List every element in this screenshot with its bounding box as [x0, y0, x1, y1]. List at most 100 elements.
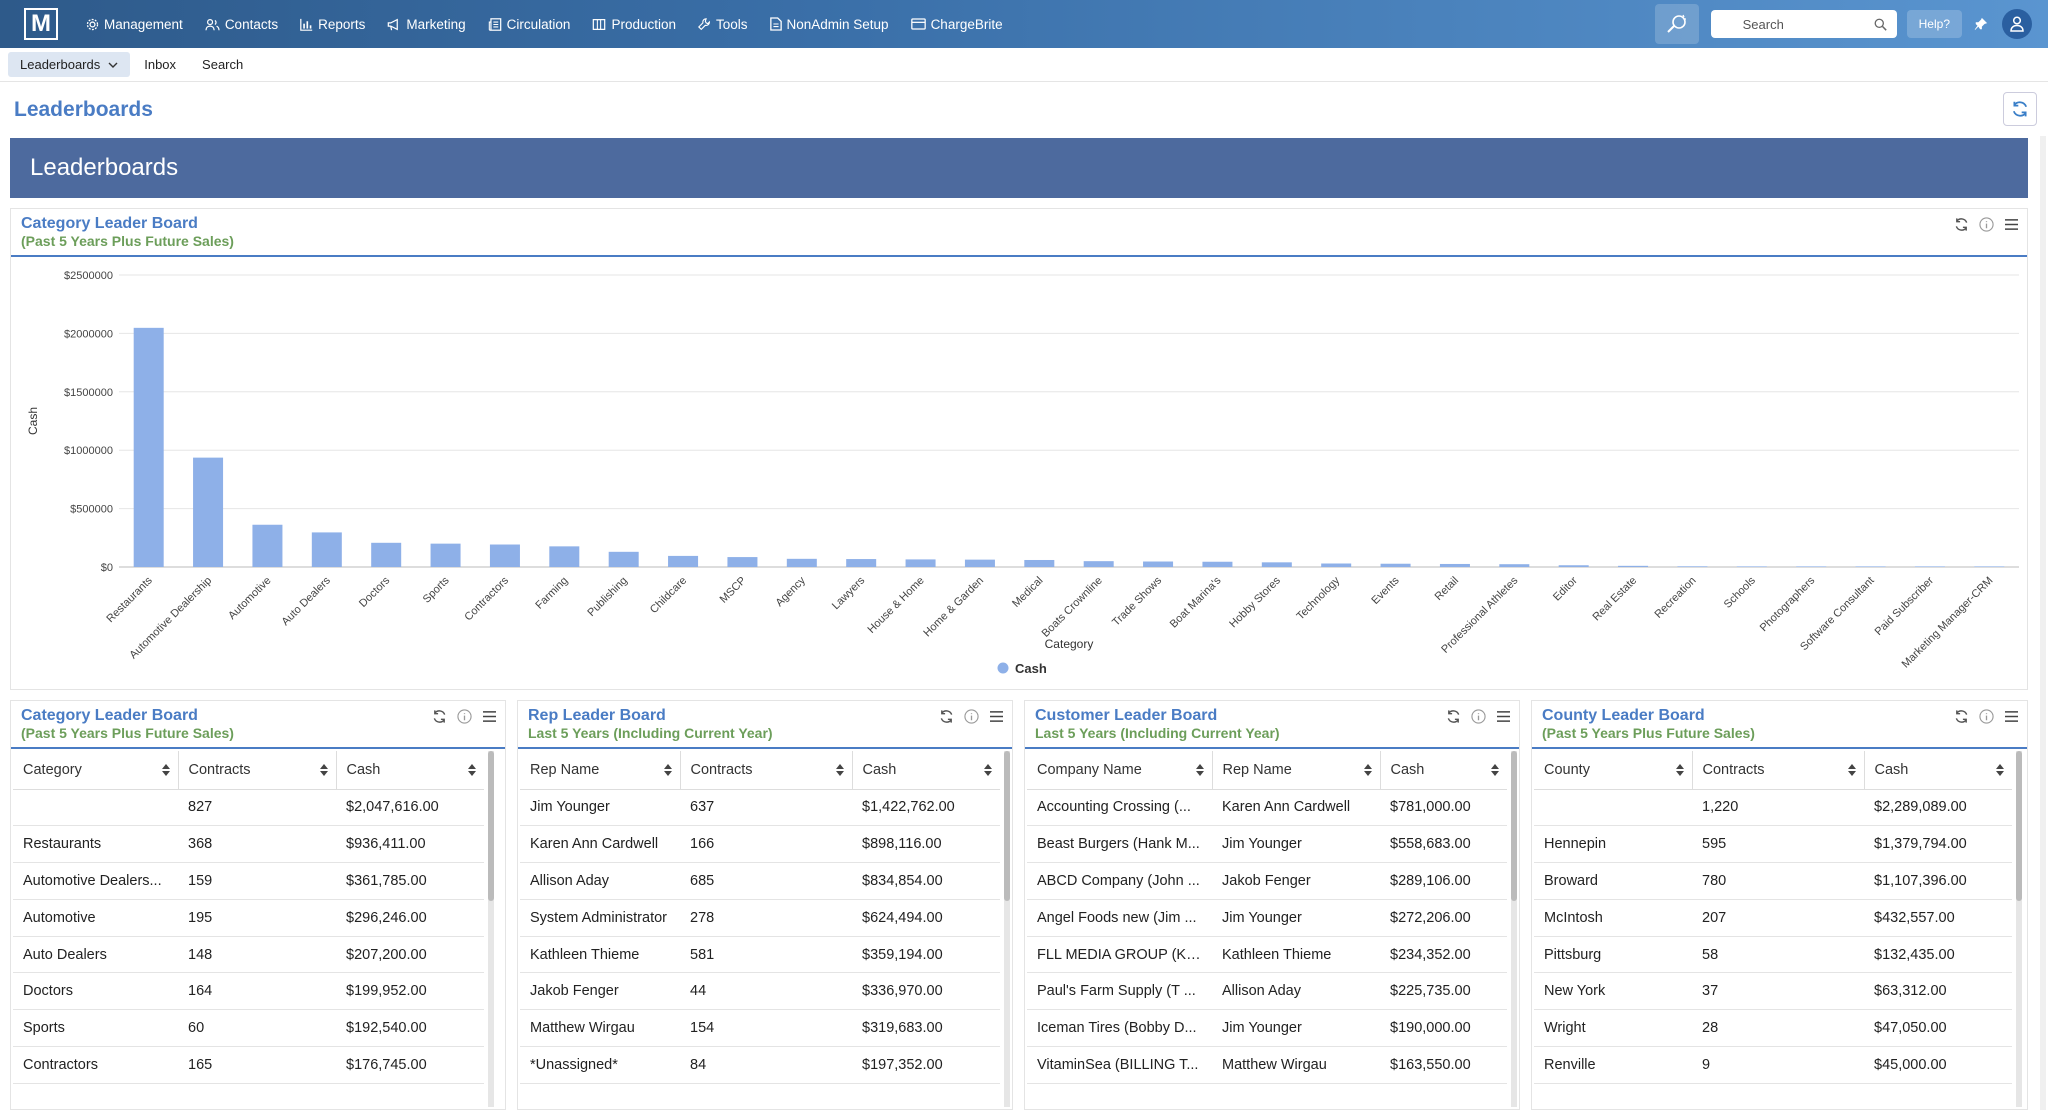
sort-icon[interactable] — [663, 764, 672, 776]
table-row[interactable]: Paul's Farm Supply (T ... Allison Aday $22… — [1027, 972, 1507, 1011]
table-scrollbar[interactable] — [1004, 751, 1010, 1107]
refresh-icon[interactable] — [1446, 709, 1461, 724]
table-row[interactable]: ABCD Company (John ... Jakob Fenger $289,1… — [1027, 862, 1507, 900]
column-header[interactable]: Rep Name — [1212, 751, 1381, 790]
sort-icon[interactable] — [1995, 764, 2004, 776]
info-icon[interactable] — [1979, 709, 1994, 724]
scrollbar-thumb[interactable] — [488, 751, 494, 901]
sort-icon[interactable] — [1195, 764, 1204, 776]
table-row[interactable]: Broward 780 $1,107,396.00 — [1534, 862, 2012, 900]
refresh-icon[interactable] — [1954, 709, 1969, 724]
table-row[interactable]: Jakob Fenger 44 $336,970.00 — [520, 972, 1000, 1011]
sort-icon[interactable] — [1847, 764, 1856, 776]
table-row[interactable]: Contractors 165 $176,745.00 — [13, 1046, 484, 1084]
table-row[interactable]: Accounting Crossing (... Karen Ann Cardwe… — [1027, 789, 1507, 827]
table-row[interactable]: Iceman Tires (Bobby D... Jim Younger $190,… — [1027, 1009, 1507, 1048]
table-row[interactable]: 1,220 $2,289,089.00 — [1534, 789, 2012, 827]
column-header[interactable]: Contracts — [1692, 751, 1865, 790]
nav-contacts[interactable]: Contacts — [205, 17, 278, 32]
nav-tools[interactable]: Tools — [697, 17, 748, 32]
global-search-input[interactable]: Search — [1710, 10, 1897, 38]
page-refresh-button[interactable] — [2003, 92, 2037, 126]
table-row[interactable]: Pittsburg 58 $132,435.00 — [1534, 936, 2012, 974]
menu-icon[interactable] — [989, 710, 1004, 723]
pin-icon[interactable] — [1974, 17, 1988, 31]
tab-inbox[interactable]: Inbox — [144, 57, 177, 72]
nav-chargebrite[interactable]: ChargeBrite — [910, 17, 1003, 32]
menu-icon[interactable] — [2004, 218, 2019, 231]
scrollbar-thumb[interactable] — [1511, 751, 1517, 901]
sort-icon[interactable] — [319, 764, 328, 776]
scrollbar-thumb[interactable] — [1004, 751, 1010, 901]
user-avatar[interactable] — [2002, 9, 2032, 39]
table-row[interactable]: New York 37 $63,312.00 — [1534, 972, 2012, 1011]
table-row[interactable]: McIntosh 207 $432,557.00 — [1534, 899, 2012, 937]
refresh-icon[interactable] — [432, 709, 447, 724]
sort-icon[interactable] — [983, 764, 992, 776]
column-header[interactable]: Company Name — [1027, 751, 1213, 790]
refresh-icon[interactable] — [1954, 217, 1969, 232]
smart-search-button[interactable] — [1654, 4, 1699, 44]
table-row[interactable]: 827 $2,047,616.00 — [13, 789, 484, 827]
sort-icon[interactable] — [161, 764, 170, 776]
app-logo[interactable]: M — [24, 8, 58, 40]
table-row[interactable]: Karen Ann Cardwell 166 $898,116.00 — [520, 825, 1000, 864]
column-header[interactable]: Cash — [852, 751, 1000, 790]
table-row[interactable]: Allison Aday 685 $834,854.00 — [520, 862, 1000, 900]
table-scrollbar[interactable] — [1511, 751, 1517, 1107]
table-row[interactable]: Angel Foods new (Jim ... Jim Younger $272,… — [1027, 899, 1507, 937]
column-header[interactable]: Cash — [1380, 751, 1507, 790]
nav-production[interactable]: Production — [592, 17, 676, 32]
refresh-icon[interactable] — [939, 709, 954, 724]
table-row[interactable]: Automotive 195 $296,246.00 — [13, 899, 484, 937]
tab-search[interactable]: Search — [202, 57, 244, 72]
page-scrollbar[interactable] — [2040, 136, 2046, 1110]
table-row[interactable]: Restaurants 368 $936,411.00 — [13, 825, 484, 864]
column-header[interactable]: Category — [13, 751, 179, 790]
menu-icon[interactable] — [482, 710, 497, 723]
table-row[interactable]: Doctors 164 $199,952.00 — [13, 972, 484, 1011]
column-header[interactable]: Cash — [336, 751, 484, 790]
table-row[interactable]: System Administrator 278 $624,494.00 — [520, 899, 1000, 937]
table-row[interactable]: Automotive Dealers... 159 $361,785.00 — [13, 862, 484, 900]
table-row[interactable]: Wright 28 $47,050.00 — [1534, 1009, 2012, 1048]
table-scrollbar[interactable] — [2016, 751, 2022, 1107]
info-icon[interactable] — [1471, 709, 1486, 724]
nav-management[interactable]: Management — [86, 17, 183, 32]
sort-icon[interactable] — [835, 764, 844, 776]
table-row[interactable]: *Unassigned* 84 $197,352.00 — [520, 1046, 1000, 1084]
column-header[interactable]: Contracts — [178, 751, 337, 790]
scrollbar-thumb[interactable] — [2016, 751, 2022, 901]
table-row[interactable]: Beast Burgers (Hank M... Jim Younger $558,… — [1027, 825, 1507, 864]
table-row[interactable]: VitaminSea (BILLING T... Matthew Wirgau $1… — [1027, 1046, 1507, 1084]
info-icon[interactable] — [1979, 217, 1994, 232]
column-header[interactable]: Contracts — [680, 751, 853, 790]
table-row[interactable]: Hennepin 595 $1,379,794.00 — [1534, 825, 2012, 864]
help-button[interactable]: Help? — [1906, 10, 1962, 38]
table-scrollbar[interactable] — [488, 751, 494, 1107]
nav-reports[interactable]: Reports — [300, 17, 365, 32]
menu-icon[interactable] — [2004, 710, 2019, 723]
info-icon[interactable] — [457, 709, 472, 724]
table-row[interactable]: Renville 9 $45,000.00 — [1534, 1046, 2012, 1084]
info-icon[interactable] — [964, 709, 979, 724]
table-row[interactable]: Sports 60 $192,540.00 — [13, 1009, 484, 1048]
sort-icon[interactable] — [1363, 764, 1372, 776]
nav-circulation[interactable]: Circulation — [488, 17, 570, 32]
menu-icon[interactable] — [1496, 710, 1511, 723]
table-row[interactable]: Jim Younger 637 $1,422,762.00 — [520, 789, 1000, 827]
search-icon[interactable] — [1874, 18, 1887, 31]
nav-nonadmin-setup[interactable]: NonAdmin Setup — [769, 17, 889, 32]
table-row[interactable]: Kathleen Thieme 581 $359,194.00 — [520, 936, 1000, 974]
column-header[interactable]: Cash — [1864, 751, 2012, 790]
column-header[interactable]: County — [1534, 751, 1693, 790]
sort-icon[interactable] — [467, 764, 476, 776]
nav-marketing[interactable]: Marketing — [387, 17, 466, 32]
sort-icon[interactable] — [1675, 764, 1684, 776]
sort-icon[interactable] — [1490, 764, 1499, 776]
table-row[interactable]: Matthew Wirgau 154 $319,683.00 — [520, 1009, 1000, 1048]
tab-leaderboards[interactable]: Leaderboards — [8, 52, 131, 77]
table-row[interactable]: FLL MEDIA GROUP (Kat... Kathleen Thieme $2… — [1027, 936, 1507, 974]
column-header[interactable]: Rep Name — [520, 751, 681, 790]
table-row[interactable]: Auto Dealers 148 $207,200.00 — [13, 936, 484, 974]
